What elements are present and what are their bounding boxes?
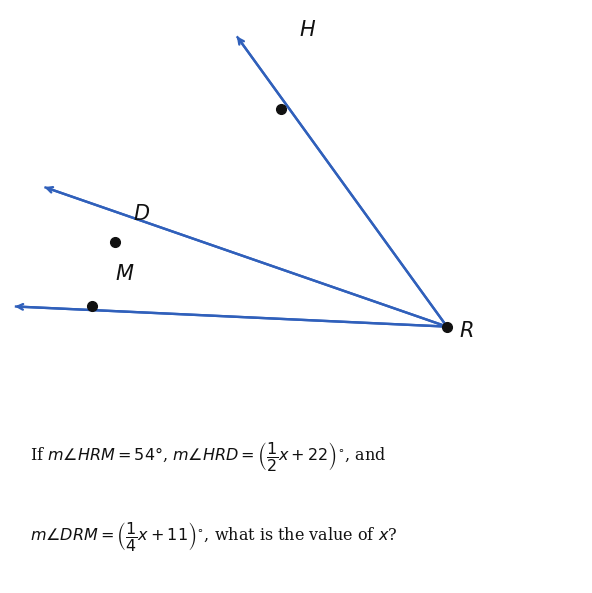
Text: $\mathit{D}$: $\mathit{D}$ xyxy=(133,204,150,224)
Text: If $m\angle HRM = 54°$, $m\angle HRD = \left(\dfrac{1}{2}x + 22\right)^{\circ}$,: If $m\angle HRM = 54°$, $m\angle HRD = \… xyxy=(30,440,386,473)
Text: $\mathit{H}$: $\mathit{H}$ xyxy=(299,20,316,40)
Text: $m\angle DRM = \left(\dfrac{1}{4}x + 11\right)^{\circ}$, what is the value of $x: $m\angle DRM = \left(\dfrac{1}{4}x + 11\… xyxy=(30,519,397,553)
Text: $\mathit{M}$: $\mathit{M}$ xyxy=(115,264,135,284)
Text: $\mathit{R}$: $\mathit{R}$ xyxy=(459,321,474,340)
